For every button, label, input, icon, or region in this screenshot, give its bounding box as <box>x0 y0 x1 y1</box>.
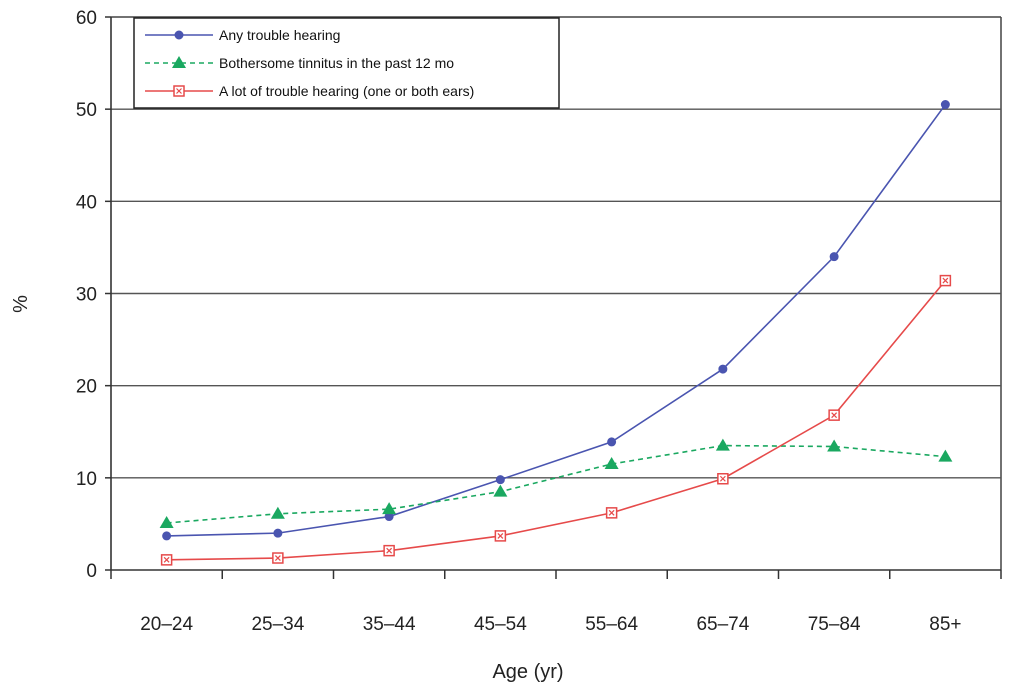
x-axis-title: Age (yr) <box>492 661 563 683</box>
x-tick-label: 20–24 <box>140 614 193 635</box>
x-tick-label: 35–44 <box>363 614 416 635</box>
data-point <box>940 100 950 110</box>
y-tick-label: 50 <box>76 100 97 121</box>
series-1 <box>162 100 950 541</box>
y-tick-label: 0 <box>86 561 97 582</box>
y-axis-title: % <box>10 295 32 313</box>
y-tick-label: 20 <box>76 377 97 398</box>
legend-item: A lot of trouble hearing (one or both ea… <box>145 83 474 99</box>
x-tick-label: 55–64 <box>585 614 638 635</box>
data-point <box>162 531 172 541</box>
data-point <box>382 502 397 515</box>
legend-marker <box>174 30 184 40</box>
legend-item: Bothersome tinnitus in the past 12 mo <box>145 55 454 71</box>
y-axis-ticks: 0 10 20 30 40 50 60 <box>76 8 111 582</box>
series-2 <box>159 438 953 528</box>
data-point <box>938 449 953 462</box>
legend-label: A lot of trouble hearing (one or both ea… <box>219 83 474 99</box>
data-point <box>160 554 173 566</box>
x-axis-ticks: 20–24 25–34 35–44 45–54 55–64 65–74 75–84 85+ <box>110 570 1002 635</box>
data-point <box>604 457 619 470</box>
series-layer <box>159 100 953 566</box>
legend-box <box>133 17 560 109</box>
data-point <box>495 475 505 485</box>
y-tick-label: 30 <box>76 285 97 306</box>
y-tick-label: 60 <box>76 8 97 29</box>
series-line <box>166 104 947 537</box>
legend-marker <box>173 85 185 97</box>
data-point <box>607 437 617 447</box>
data-point <box>383 544 395 557</box>
x-tick-label: 25–34 <box>251 614 304 635</box>
series-line <box>166 280 946 561</box>
legend-label: Any trouble hearing <box>219 27 340 43</box>
legend: Any trouble hearing Bothersome tinnitus i… <box>133 17 560 109</box>
x-tick-label: 65–74 <box>696 614 749 635</box>
x-tick-label: 75–84 <box>808 614 861 635</box>
y-tick-label: 40 <box>76 192 97 213</box>
data-point <box>270 506 285 519</box>
x-tick-label: 85+ <box>929 614 961 635</box>
series-3 <box>160 274 952 566</box>
data-point <box>717 473 729 485</box>
legend-marker <box>172 56 186 68</box>
data-point <box>718 364 728 374</box>
legend-label: Bothersome tinnitus in the past 12 mo <box>219 55 454 71</box>
data-point <box>828 409 840 421</box>
data-point <box>605 507 618 519</box>
x-tick-label: 45–54 <box>474 614 527 635</box>
data-point <box>273 528 283 538</box>
data-point <box>829 252 839 262</box>
y-tick-label: 10 <box>76 469 97 490</box>
data-point <box>159 515 174 528</box>
data-point <box>494 530 507 542</box>
data-point <box>939 274 952 287</box>
data-point <box>272 552 284 564</box>
data-point <box>493 484 508 497</box>
data-point <box>827 439 842 452</box>
data-point <box>715 438 730 451</box>
legend-item: Any trouble hearing <box>145 27 340 43</box>
series-line <box>166 444 946 524</box>
